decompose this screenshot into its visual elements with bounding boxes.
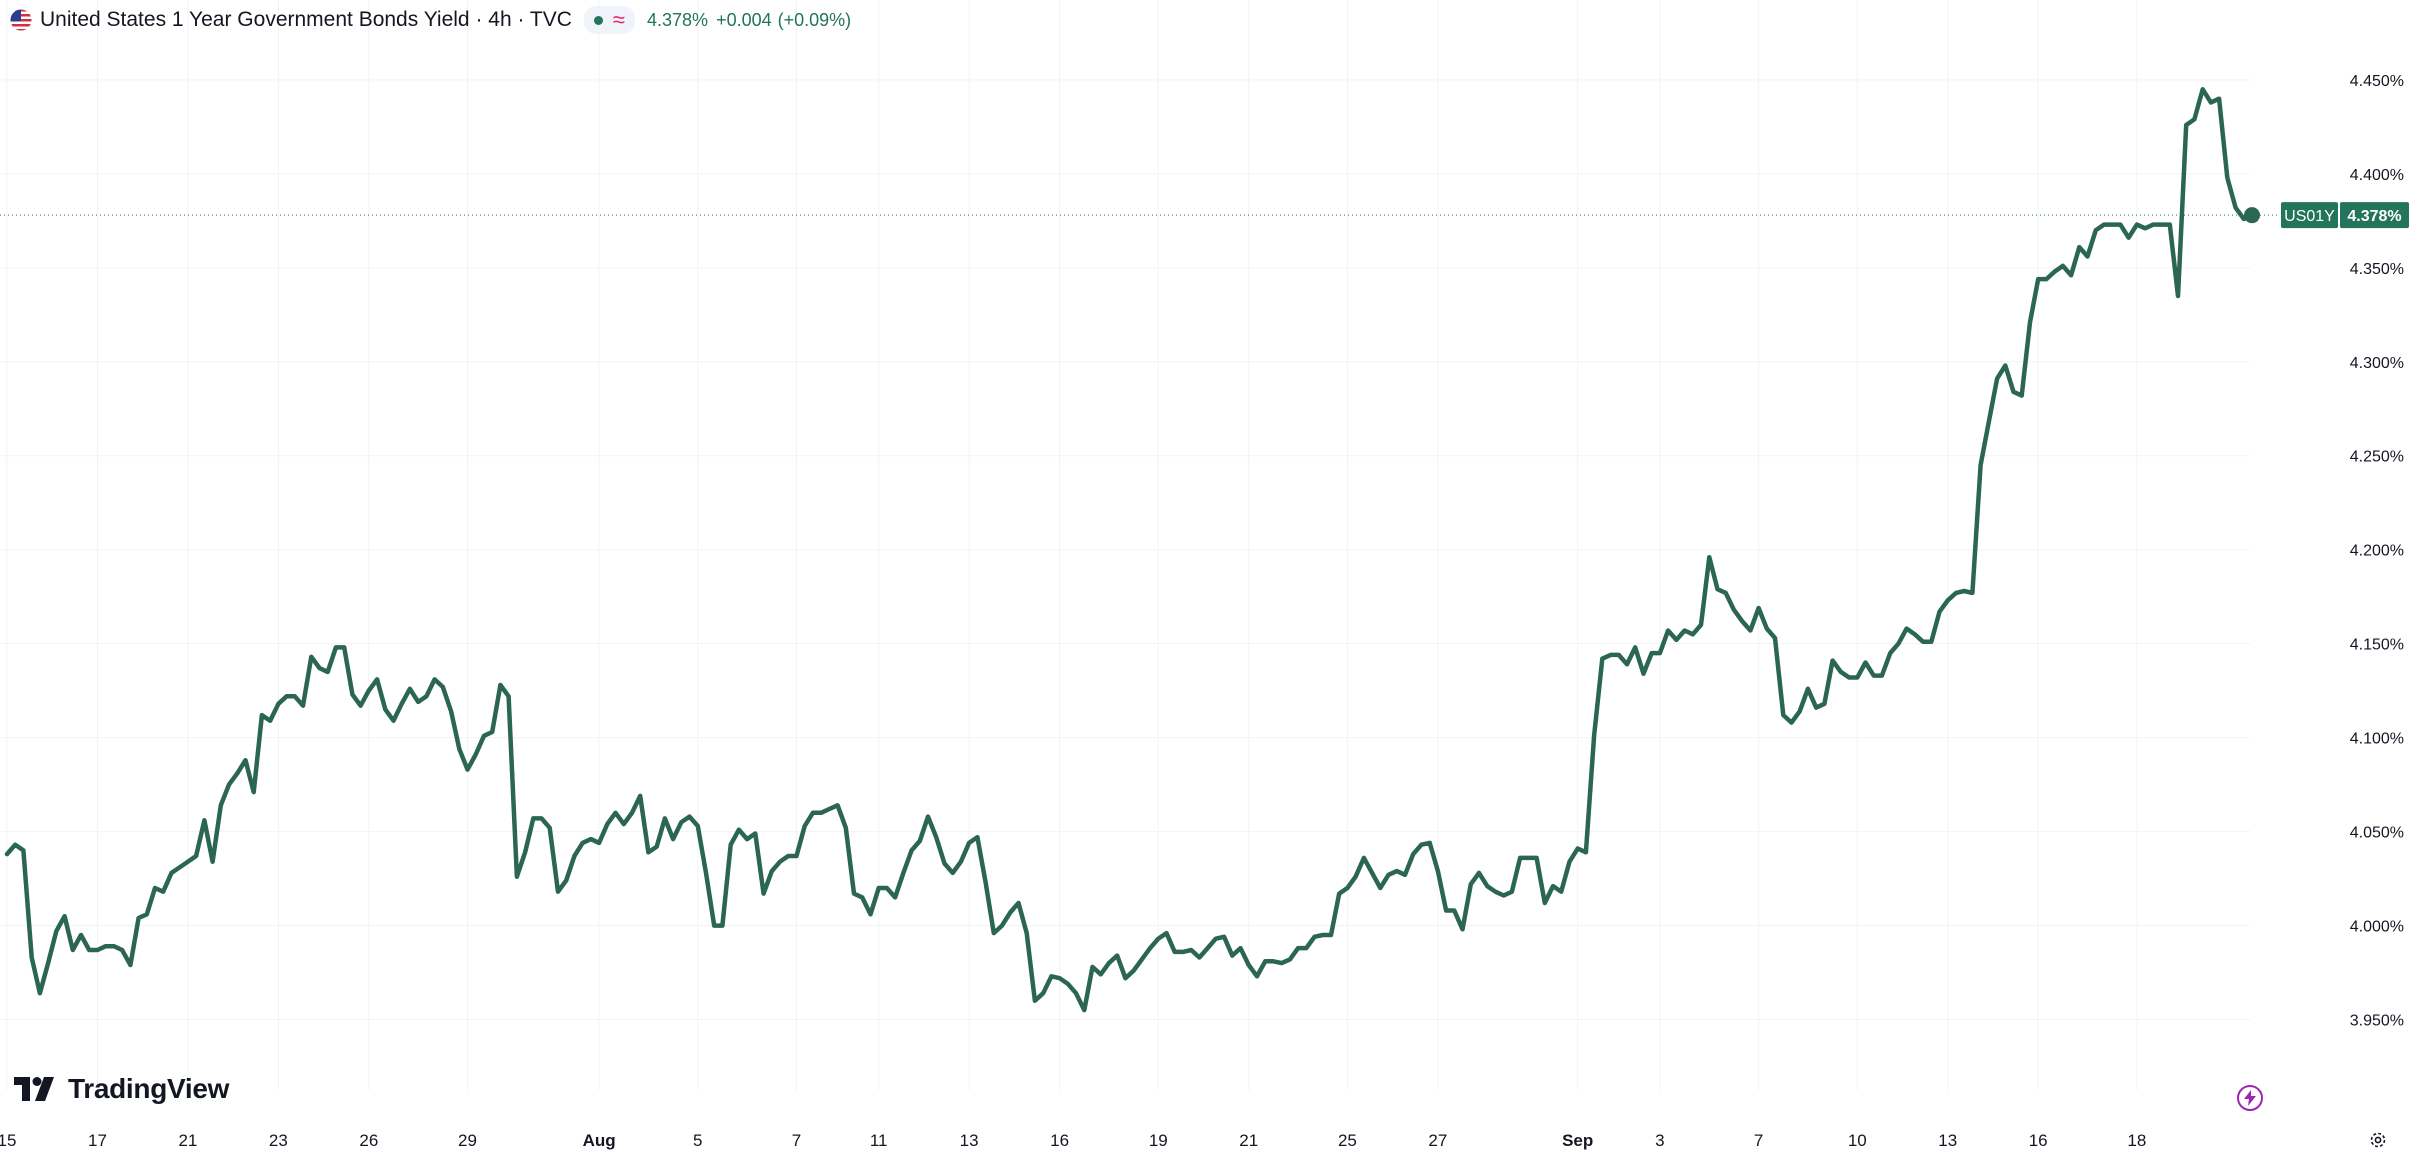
tradingview-logo[interactable]: TradingView xyxy=(14,1073,229,1105)
x-tick-label: 7 xyxy=(1754,1131,1763,1150)
x-tick-label: 21 xyxy=(1239,1131,1258,1150)
x-tick-label: 5 xyxy=(693,1131,702,1150)
series-line xyxy=(4,87,2255,1013)
x-tick-label: 16 xyxy=(2029,1131,2048,1150)
x-tick-label: 13 xyxy=(960,1131,979,1150)
y-tick-label: 4.100% xyxy=(2350,731,2404,748)
y-tick-label: 4.350% xyxy=(2350,261,2404,278)
lightning-icon[interactable] xyxy=(2237,1085,2263,1111)
x-tick-label: Aug xyxy=(583,1131,616,1150)
y-tick-label: 3.950% xyxy=(2350,1013,2404,1030)
x-tick-label: 25 xyxy=(1338,1131,1357,1150)
symbol-title[interactable]: United States 1 Year Government Bonds Yi… xyxy=(40,8,572,31)
price-axis[interactable]: 3.950% 4.000% 4.050% 4.100% 4.150% 4.200% 4.25… xyxy=(2350,73,2404,1030)
price-label-value: 4.378% xyxy=(2347,208,2401,225)
chart-grid xyxy=(0,0,2250,1090)
x-tick-label: 21 xyxy=(178,1131,197,1150)
y-tick-label: 4.200% xyxy=(2350,543,2404,560)
change-value: +0.004 xyxy=(716,9,772,30)
status-pills[interactable]: ≈ xyxy=(583,6,635,34)
x-tick-label: 11 xyxy=(870,1131,888,1150)
status-dot-icon xyxy=(593,15,603,25)
x-tick-label: 16 xyxy=(1050,1131,1069,1150)
change-percent: (+0.09%) xyxy=(777,9,852,30)
x-tick-label: 23 xyxy=(269,1131,288,1150)
tradingview-logo-icon xyxy=(14,1077,54,1101)
x-tick-label: Sep xyxy=(1562,1131,1593,1150)
x-tick-label: 3 xyxy=(1655,1131,1664,1150)
y-tick-label: 4.050% xyxy=(2350,825,2404,842)
last-point-dot xyxy=(2244,207,2260,224)
x-tick-label: 19 xyxy=(1149,1131,1168,1150)
x-tick-label: 27 xyxy=(1428,1131,1447,1150)
x-tick-label: 13 xyxy=(1938,1131,1957,1150)
y-tick-label: 4.300% xyxy=(2350,355,2404,372)
gear-icon[interactable] xyxy=(2368,1130,2388,1150)
y-tick-label: 4.000% xyxy=(2350,919,2404,936)
price-label-symbol-bg xyxy=(2281,202,2338,229)
last-value: 4.378% xyxy=(647,9,709,30)
x-tick-label: 18 xyxy=(2127,1131,2146,1150)
x-tick-label: 26 xyxy=(359,1131,378,1150)
x-tick-label: 7 xyxy=(792,1131,801,1150)
price-label-symbol: US01Y xyxy=(2284,208,2335,225)
price-label-value-bg xyxy=(2340,202,2409,229)
x-tick-label: 10 xyxy=(1848,1131,1867,1150)
us-flag-icon xyxy=(10,9,32,31)
x-tick-label: 17 xyxy=(88,1131,107,1150)
chart-legend[interactable]: United States 1 Year Government Bonds Yi… xyxy=(10,6,851,34)
last-price-label: US01Y 4.378% xyxy=(2281,202,2409,229)
y-tick-label: 4.150% xyxy=(2350,637,2404,654)
approx-icon: ≈ xyxy=(612,7,625,32)
y-tick-label: 4.400% xyxy=(2350,167,2404,184)
x-tick-label: 15 xyxy=(0,1131,16,1150)
y-tick-label: 4.450% xyxy=(2350,73,2404,90)
brand-name: TradingView xyxy=(68,1073,230,1104)
y-tick-label: 4.250% xyxy=(2350,449,2404,466)
time-axis[interactable]: 15 17 21 23 26 29 Aug 5 7 11 13 16 19 21 25 27 Sep 3 7 10 13… xyxy=(0,1131,2146,1150)
x-tick-label: 29 xyxy=(458,1131,477,1150)
